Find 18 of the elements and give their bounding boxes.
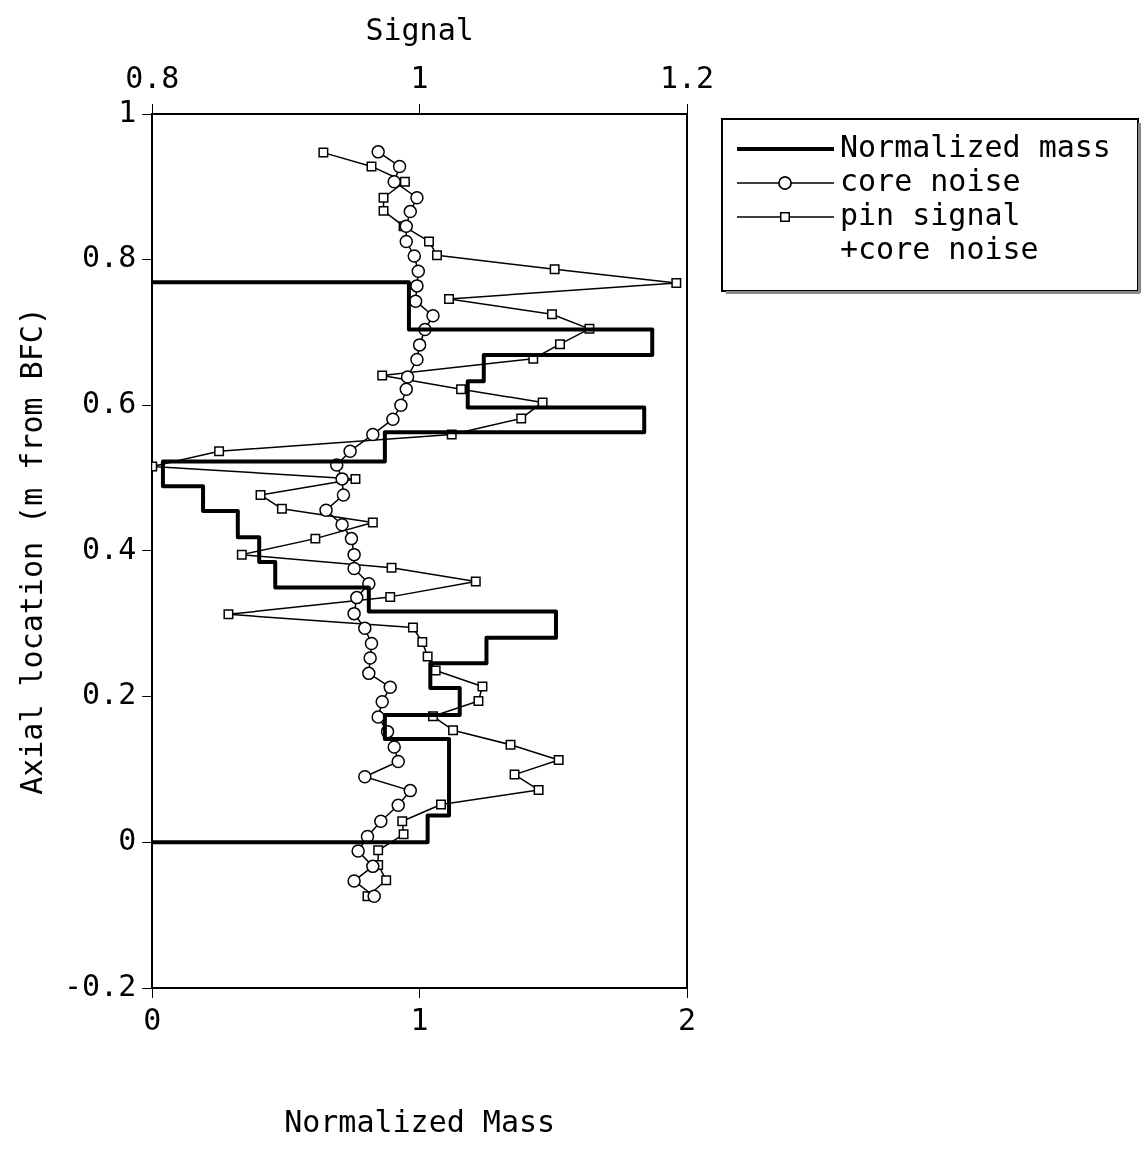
y-tick-label: 1 bbox=[118, 93, 137, 129]
x2-tick-label: 1.2 bbox=[659, 59, 715, 95]
y-tick-label: 0.6 bbox=[82, 385, 137, 421]
y-tick-label: -0.2 bbox=[64, 967, 137, 1003]
x-tick-label: 0 bbox=[143, 1001, 162, 1037]
x-tick-label: 2 bbox=[677, 1001, 697, 1037]
x-axis-title: Normalized Mass bbox=[284, 1103, 556, 1139]
y-tick-label: 0 bbox=[118, 822, 137, 858]
y-tick-label: 0.4 bbox=[82, 530, 137, 566]
x2-tick-label: 1 bbox=[410, 59, 429, 95]
legend-label: Normalized mass bbox=[840, 128, 1111, 164]
y-axis-title: Axial location (m from BFC) bbox=[13, 307, 49, 795]
legend-label: pin signal +core noise bbox=[840, 196, 1039, 266]
y-tick-label: 0.8 bbox=[82, 239, 137, 275]
legend-label: core noise bbox=[840, 162, 1021, 198]
y-tick-label: 0.2 bbox=[82, 676, 137, 712]
x-tick-label: 1 bbox=[410, 1001, 429, 1037]
x2-axis-title: Signal bbox=[365, 11, 474, 47]
